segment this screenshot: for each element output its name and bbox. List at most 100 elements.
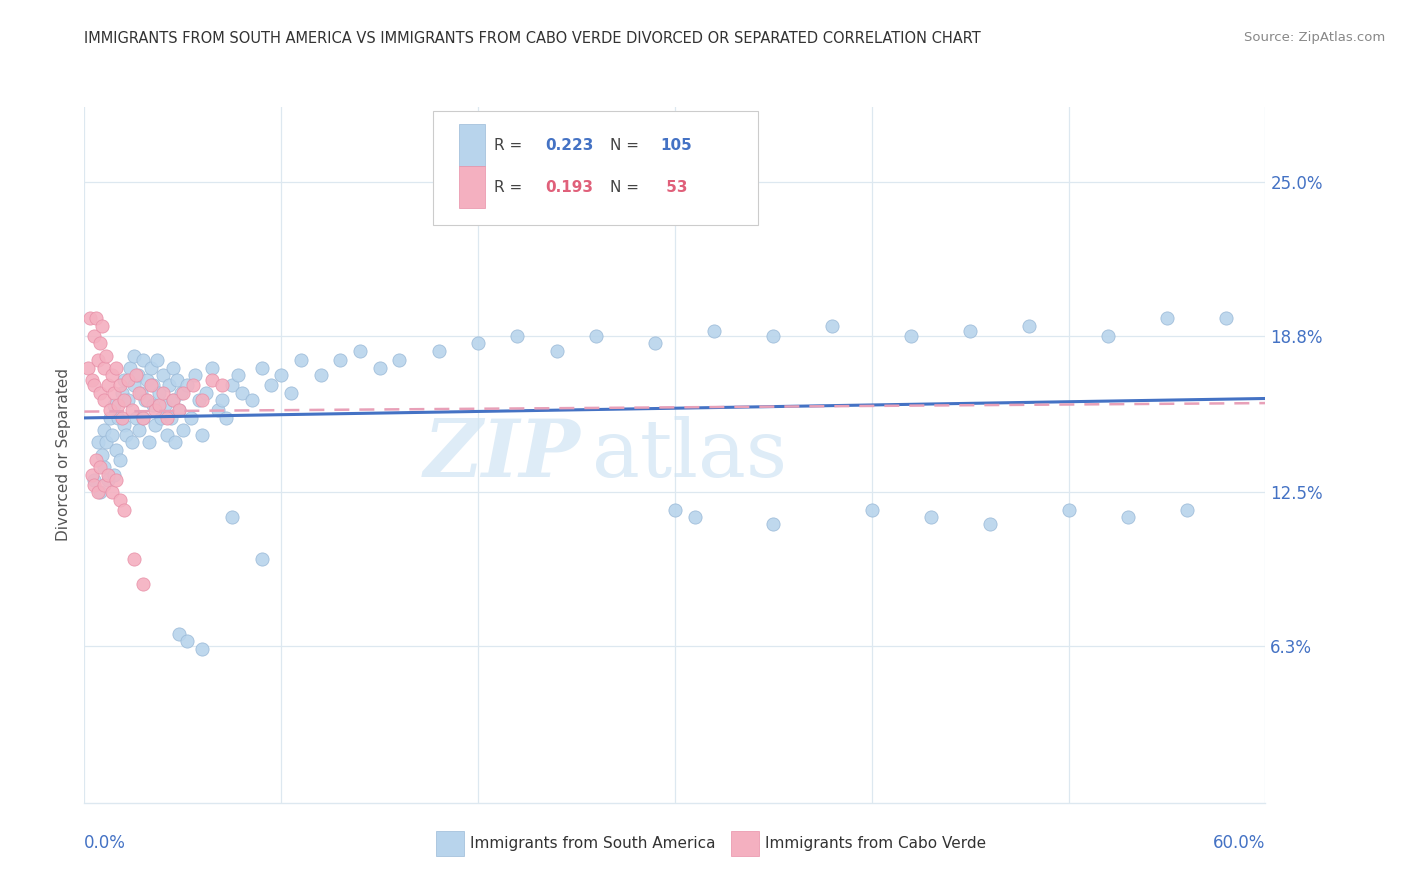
Text: IMMIGRANTS FROM SOUTH AMERICA VS IMMIGRANTS FROM CABO VERDE DIVORCED OR SEPARATE: IMMIGRANTS FROM SOUTH AMERICA VS IMMIGRA… <box>84 31 981 46</box>
Point <box>762 517 785 532</box>
Text: Immigrants from South America: Immigrants from South America <box>470 837 716 851</box>
Point <box>152 385 174 400</box>
Point <box>77 361 100 376</box>
Text: N =: N = <box>610 137 644 153</box>
Point <box>160 410 183 425</box>
Point <box>1156 311 1178 326</box>
Point <box>920 510 942 524</box>
Point <box>142 378 165 392</box>
Point <box>427 343 450 358</box>
Point <box>112 373 135 387</box>
Text: 60.0%: 60.0% <box>1213 834 1265 852</box>
Point <box>104 442 127 457</box>
Point <box>87 485 110 500</box>
Point <box>108 378 131 392</box>
Point <box>132 410 155 425</box>
Point <box>103 398 125 412</box>
Point <box>191 641 214 656</box>
Point <box>132 577 155 591</box>
Point <box>187 393 209 408</box>
Point <box>221 510 243 524</box>
Point <box>900 328 922 343</box>
Point <box>87 353 110 368</box>
Point <box>388 353 411 368</box>
Point <box>136 373 159 387</box>
Point <box>91 318 114 333</box>
Point <box>260 378 283 392</box>
Point <box>683 510 706 524</box>
Point <box>94 435 117 450</box>
Point <box>170 385 193 400</box>
Point <box>108 492 131 507</box>
Point <box>89 336 111 351</box>
Text: 0.0%: 0.0% <box>84 834 127 852</box>
Point <box>84 453 107 467</box>
Point <box>87 435 110 450</box>
Point <box>84 311 107 326</box>
FancyBboxPatch shape <box>433 111 758 226</box>
Point <box>132 353 155 368</box>
Point <box>290 353 312 368</box>
Text: N =: N = <box>610 179 644 194</box>
Point <box>136 393 159 408</box>
Point <box>93 460 115 475</box>
Point <box>167 403 190 417</box>
Point <box>93 423 115 437</box>
Point <box>226 368 249 383</box>
Point <box>1116 510 1139 524</box>
Point <box>97 378 120 392</box>
Point <box>131 385 153 400</box>
Point <box>1057 502 1080 516</box>
Point <box>121 403 143 417</box>
Point <box>93 477 115 491</box>
Point <box>101 428 124 442</box>
Point <box>270 368 292 383</box>
FancyBboxPatch shape <box>458 125 485 166</box>
Point <box>172 385 194 400</box>
Point <box>138 435 160 450</box>
Point <box>124 410 146 425</box>
Point <box>117 373 139 387</box>
Point <box>111 385 134 400</box>
Point <box>89 385 111 400</box>
Point <box>585 328 607 343</box>
Text: R =: R = <box>494 137 527 153</box>
Point <box>93 361 115 376</box>
Point <box>124 368 146 383</box>
Point <box>157 378 180 392</box>
Point <box>467 336 489 351</box>
Point <box>122 349 145 363</box>
Point <box>104 473 127 487</box>
Point <box>762 328 785 343</box>
Point <box>128 423 150 437</box>
Point <box>117 393 139 408</box>
Point <box>195 385 218 400</box>
Point <box>1175 502 1198 516</box>
Point <box>176 378 198 392</box>
Point <box>107 398 129 412</box>
FancyBboxPatch shape <box>458 166 485 208</box>
Point <box>148 385 170 400</box>
Point <box>180 410 202 425</box>
Point <box>181 378 204 392</box>
Point <box>153 398 176 412</box>
Point <box>201 373 224 387</box>
Point <box>162 393 184 408</box>
Y-axis label: Divorced or Separated: Divorced or Separated <box>56 368 72 541</box>
Point <box>1018 318 1040 333</box>
Point <box>134 393 156 408</box>
Point <box>148 398 170 412</box>
Point <box>142 398 165 412</box>
Point <box>127 368 149 383</box>
Point <box>111 410 134 425</box>
Point <box>82 373 104 387</box>
Point <box>118 361 141 376</box>
Point <box>79 311 101 326</box>
Point <box>979 517 1001 532</box>
Point <box>83 328 105 343</box>
Point <box>506 328 529 343</box>
Point <box>98 410 121 425</box>
Point <box>128 385 150 400</box>
Point <box>191 428 214 442</box>
Point <box>121 435 143 450</box>
